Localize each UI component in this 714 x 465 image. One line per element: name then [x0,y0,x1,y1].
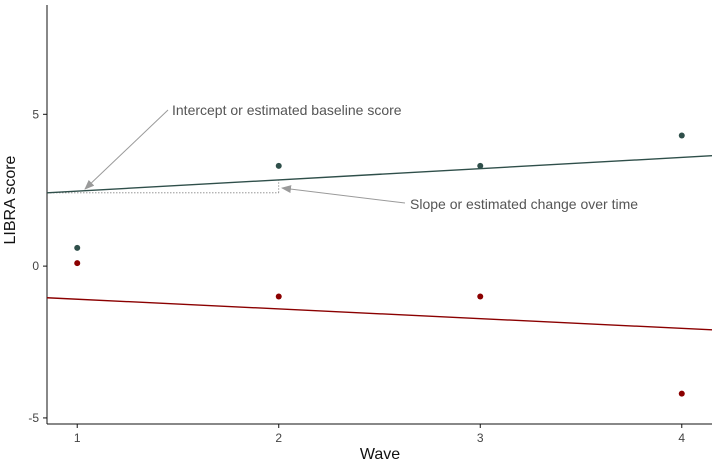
y-tick-label: -5 [28,411,39,425]
x-tick-label: 2 [275,431,282,445]
participant-b-point [477,293,484,300]
participant-a-point [74,244,81,251]
slope-arrow [281,185,406,204]
slope-annotation-text: Slope or estimated change over time [410,196,638,212]
participant-b-point [678,390,685,397]
fit-lines [46,155,713,331]
data-points [74,132,685,397]
participant-a-fit-line [46,155,713,194]
participant-b-point [275,293,282,300]
intercept-annotation-text: Intercept or estimated baseline score [172,102,402,118]
ticks: 1 2 3 4 -5 0 5 [28,107,685,445]
x-tick-label: 4 [678,431,685,445]
slope-guides [47,179,280,194]
x-tick-label: 3 [477,431,484,445]
participant-b-fit-line [46,297,713,331]
x-tick-label: 1 [74,431,81,445]
participant-a-point [477,162,484,169]
axes [46,5,712,425]
y-tick-label: 0 [32,259,39,273]
annotations: Intercept or estimated baseline score Sl… [84,102,638,212]
participant-a-point [678,132,685,139]
y-tick-label: 5 [32,107,39,121]
y-axis-title: LIBRA score [2,155,19,244]
participant-b-point [74,260,81,267]
intercept-arrow [84,109,169,190]
x-axis-title: Wave [360,446,400,463]
participant-a-point [275,162,282,169]
